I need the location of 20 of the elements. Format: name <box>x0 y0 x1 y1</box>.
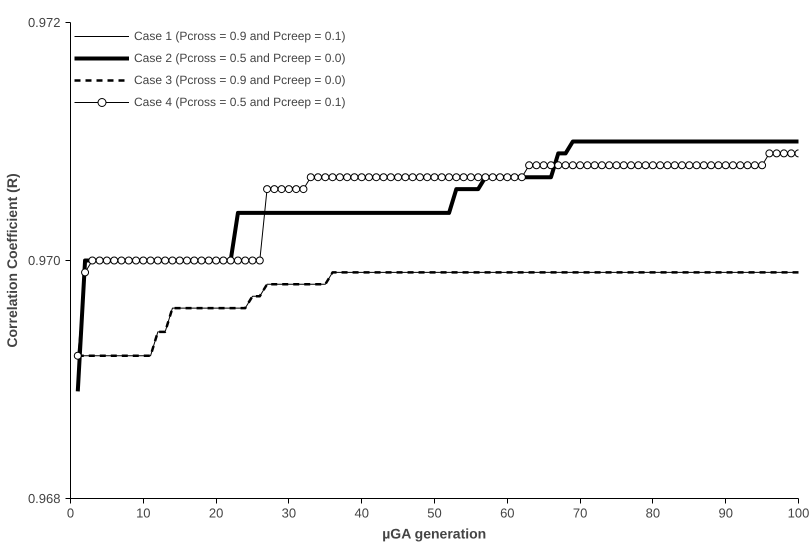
x-tick-label: 80 <box>646 506 660 520</box>
x-tick-label: 50 <box>427 506 442 520</box>
x-tick-label: 100 <box>788 506 810 520</box>
y-tick-label: 0.970 <box>28 253 61 268</box>
y-tick-label: 0.972 <box>28 15 61 30</box>
x-tick-label: 30 <box>282 506 296 520</box>
x-axis-title: µGA generation <box>382 526 486 542</box>
x-tick-label: 70 <box>572 506 588 520</box>
y-axis-title: Correlation Coefficient (R) <box>4 173 20 348</box>
legend-label: Case 1 (Pcross = 0.9 and Pcreep = 0.1) <box>134 29 346 43</box>
x-tick-label: 10 <box>136 506 151 520</box>
x-tick-label: 40 <box>354 506 369 520</box>
y-tick-label: 0.968 <box>28 491 61 506</box>
x-tick-label: 90 <box>718 506 733 520</box>
x-tick-label: 0 <box>66 506 74 520</box>
legend-label: Case 2 (Pcross = 0.5 and Pcreep = 0.0) <box>134 51 346 65</box>
legend-label: Case 3 (Pcross = 0.9 and Pcreep = 0.0) <box>134 73 346 87</box>
x-tick-label: 20 <box>208 506 224 520</box>
x-tick-label: 60 <box>500 506 515 520</box>
legend-label: Case 4 (Pcross = 0.5 and Pcreep = 0.1) <box>134 95 346 109</box>
